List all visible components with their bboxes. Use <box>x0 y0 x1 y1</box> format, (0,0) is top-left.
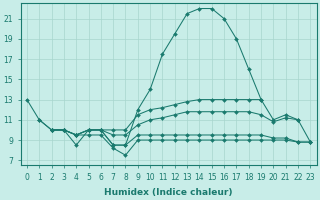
X-axis label: Humidex (Indice chaleur): Humidex (Indice chaleur) <box>104 188 233 197</box>
